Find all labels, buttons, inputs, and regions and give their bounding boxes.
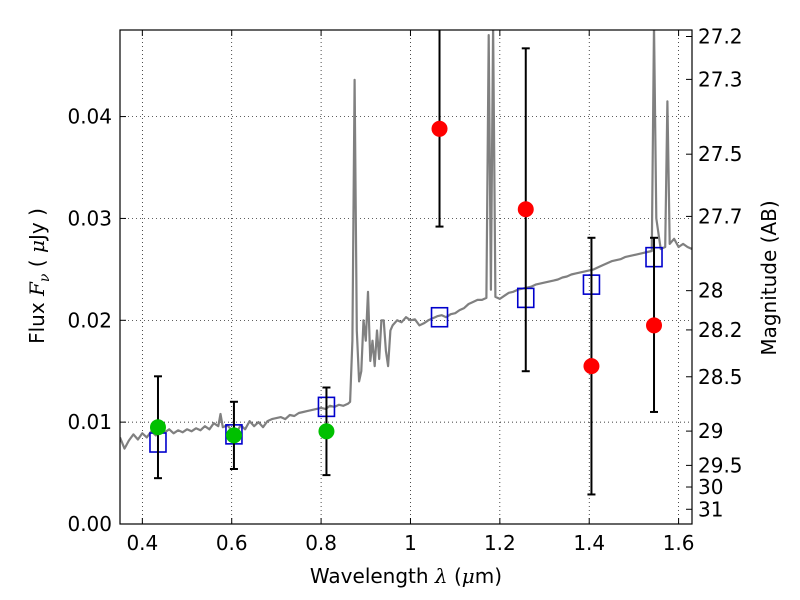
x-tick-label: 0.4	[126, 531, 158, 555]
x-tick-label: 0.6	[216, 531, 248, 555]
x-tick-label: 1.2	[484, 531, 516, 555]
detection-point	[149, 419, 166, 436]
mag-tick-label: 27.2	[698, 24, 743, 48]
y-axis-title: Flux Fν ( μJy )	[25, 208, 53, 344]
mag-tick-label: 29.5	[698, 453, 743, 477]
y-axis-right-title: Magnitude (AB)	[757, 200, 781, 355]
y-tick-label: 0.04	[67, 105, 112, 129]
mag-tick-label: 30	[698, 475, 723, 499]
detection-point	[225, 427, 242, 444]
x-tick-label: 1.6	[663, 531, 695, 555]
upper-limit-point	[517, 201, 534, 218]
upper-limit-point	[431, 120, 448, 137]
spectrum-line	[120, 30, 692, 450]
y-tick-label: 0.02	[67, 308, 112, 332]
mag-tick-label: 28.5	[698, 365, 743, 389]
data-marks	[120, 30, 692, 496]
mag-tick-label: 28.2	[698, 318, 743, 342]
mag-tick-label: 31	[698, 497, 723, 521]
upper-limit-point	[583, 358, 600, 375]
plot-frame	[119, 29, 693, 525]
mag-tick-label: 29	[698, 419, 723, 443]
x-tick-label: 0.8	[305, 531, 337, 555]
y-tick-label: 0.01	[67, 410, 112, 434]
detection-point	[318, 423, 335, 440]
model-photometry-square	[430, 306, 449, 328]
grid	[120, 30, 692, 525]
mag-tick-label: 27.3	[698, 67, 743, 91]
mag-tick-label: 27.5	[698, 142, 743, 166]
x-axis-title: Wavelength λ (μm)	[310, 564, 502, 588]
x-tick-label: 1.4	[573, 531, 605, 555]
upper-limit-point	[646, 317, 663, 334]
axes: 0.4 0.6 0.8 1 1.2 1.4 1.6 0.00 0.01 0.02 0.03 0.04 2…	[67, 24, 742, 555]
y-tick-label: 0.00	[67, 512, 112, 536]
mag-tick-label: 27.7	[698, 204, 743, 228]
y-tick-label: 0.03	[67, 206, 112, 230]
mag-tick-label: 28	[698, 279, 723, 303]
x-tick-label: 1	[404, 531, 417, 555]
